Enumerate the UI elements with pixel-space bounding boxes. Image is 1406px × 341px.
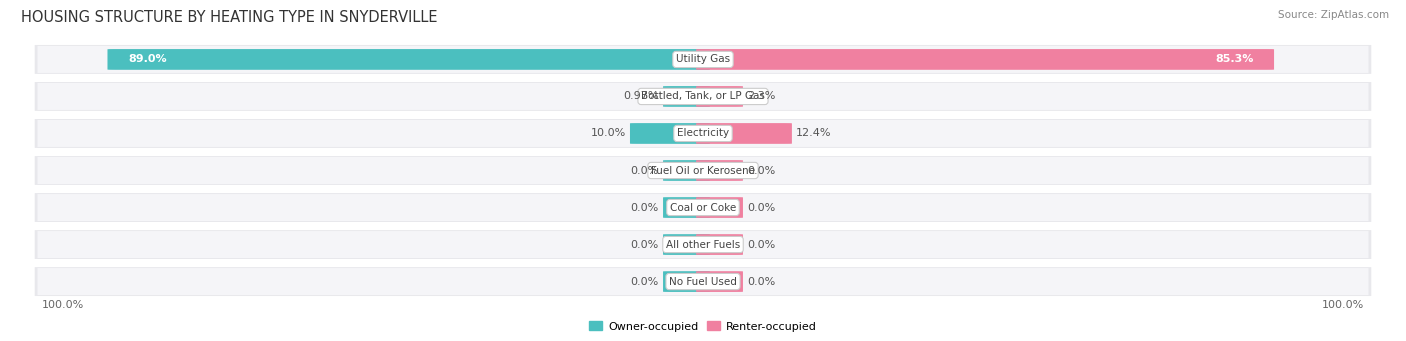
FancyBboxPatch shape [38, 194, 1368, 221]
Text: 89.0%: 89.0% [128, 55, 167, 64]
Text: 0.0%: 0.0% [747, 165, 775, 176]
FancyBboxPatch shape [696, 197, 742, 218]
Text: HOUSING STRUCTURE BY HEATING TYPE IN SNYDERVILLE: HOUSING STRUCTURE BY HEATING TYPE IN SNY… [21, 10, 437, 25]
Text: 10.0%: 10.0% [591, 129, 626, 138]
Text: 0.0%: 0.0% [747, 277, 775, 286]
FancyBboxPatch shape [38, 46, 1368, 73]
FancyBboxPatch shape [35, 119, 1371, 148]
Text: 0.0%: 0.0% [747, 239, 775, 250]
Text: 85.3%: 85.3% [1215, 55, 1253, 64]
Text: Utility Gas: Utility Gas [676, 55, 730, 64]
Text: 0.0%: 0.0% [747, 203, 775, 212]
FancyBboxPatch shape [664, 271, 710, 292]
Text: 12.4%: 12.4% [796, 129, 831, 138]
Text: 0.97%: 0.97% [623, 91, 659, 102]
FancyBboxPatch shape [35, 193, 1371, 222]
FancyBboxPatch shape [696, 234, 742, 255]
FancyBboxPatch shape [38, 268, 1368, 295]
FancyBboxPatch shape [107, 49, 710, 70]
FancyBboxPatch shape [696, 49, 1274, 70]
FancyBboxPatch shape [35, 45, 1371, 74]
Text: 2.3%: 2.3% [747, 91, 776, 102]
Text: Source: ZipAtlas.com: Source: ZipAtlas.com [1278, 10, 1389, 20]
FancyBboxPatch shape [664, 160, 710, 181]
FancyBboxPatch shape [35, 156, 1371, 185]
FancyBboxPatch shape [664, 197, 710, 218]
FancyBboxPatch shape [664, 86, 710, 107]
FancyBboxPatch shape [696, 86, 742, 107]
FancyBboxPatch shape [696, 123, 792, 144]
FancyBboxPatch shape [35, 82, 1371, 111]
FancyBboxPatch shape [35, 267, 1371, 296]
Text: 100.0%: 100.0% [42, 300, 84, 310]
FancyBboxPatch shape [630, 123, 710, 144]
Text: Bottled, Tank, or LP Gas: Bottled, Tank, or LP Gas [641, 91, 765, 102]
Text: 0.0%: 0.0% [631, 203, 659, 212]
Text: Electricity: Electricity [676, 129, 730, 138]
Text: 100.0%: 100.0% [1322, 300, 1364, 310]
FancyBboxPatch shape [696, 160, 742, 181]
FancyBboxPatch shape [35, 230, 1371, 259]
Text: All other Fuels: All other Fuels [666, 239, 740, 250]
FancyBboxPatch shape [664, 234, 710, 255]
Text: 0.0%: 0.0% [631, 277, 659, 286]
FancyBboxPatch shape [38, 83, 1368, 110]
FancyBboxPatch shape [38, 157, 1368, 184]
Legend: Owner-occupied, Renter-occupied: Owner-occupied, Renter-occupied [585, 317, 821, 336]
Text: 0.0%: 0.0% [631, 165, 659, 176]
Text: No Fuel Used: No Fuel Used [669, 277, 737, 286]
FancyBboxPatch shape [696, 271, 742, 292]
Text: 0.0%: 0.0% [631, 239, 659, 250]
FancyBboxPatch shape [38, 120, 1368, 147]
FancyBboxPatch shape [38, 231, 1368, 258]
Text: Coal or Coke: Coal or Coke [669, 203, 737, 212]
Text: Fuel Oil or Kerosene: Fuel Oil or Kerosene [651, 165, 755, 176]
